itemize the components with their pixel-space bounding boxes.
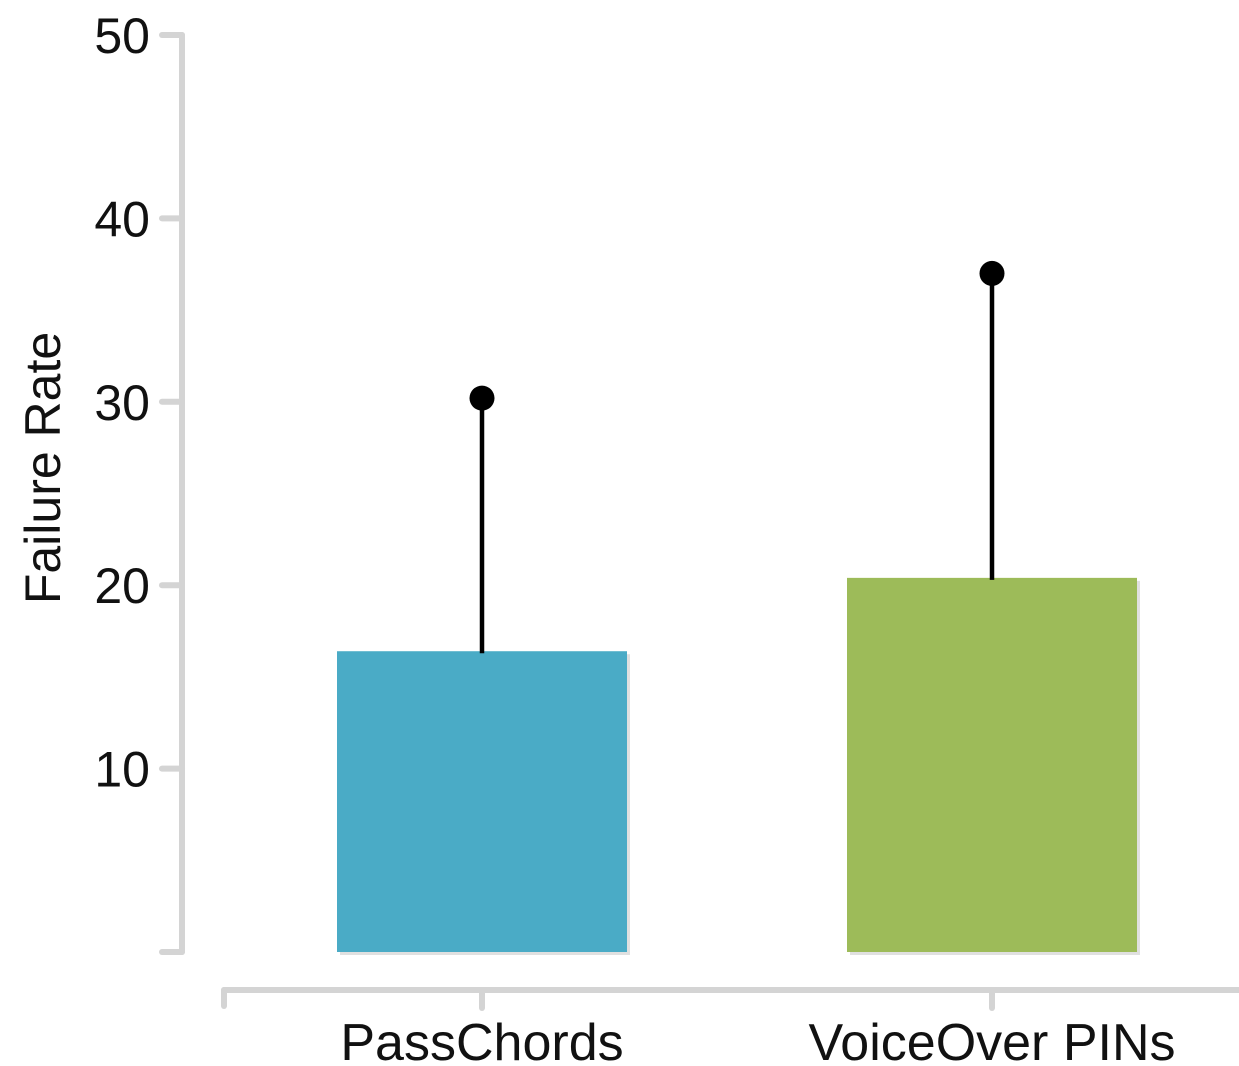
x-axis: PassChords VoiceOver PINs (221, 987, 1239, 1066)
error-bar-cap (979, 260, 1005, 286)
x-tick-label: VoiceOver PINs (808, 1014, 1175, 1066)
bar-voiceover-pins (847, 577, 1137, 952)
bar-passchords (337, 651, 627, 952)
bars (337, 577, 1140, 955)
x-tick-label: PassChords (340, 1014, 623, 1066)
y-tick-label: 40 (94, 191, 150, 247)
y-axis-title: Failure Rate (15, 332, 71, 604)
error-bar-cap (469, 385, 495, 411)
y-tick-label: 30 (94, 375, 150, 431)
y-tick-label: 10 (94, 742, 150, 798)
y-tick-label: 20 (94, 558, 150, 614)
y-axis: 10 20 30 40 50 (94, 8, 185, 955)
error-bars (469, 260, 1005, 654)
y-tick-label: 50 (94, 8, 150, 64)
